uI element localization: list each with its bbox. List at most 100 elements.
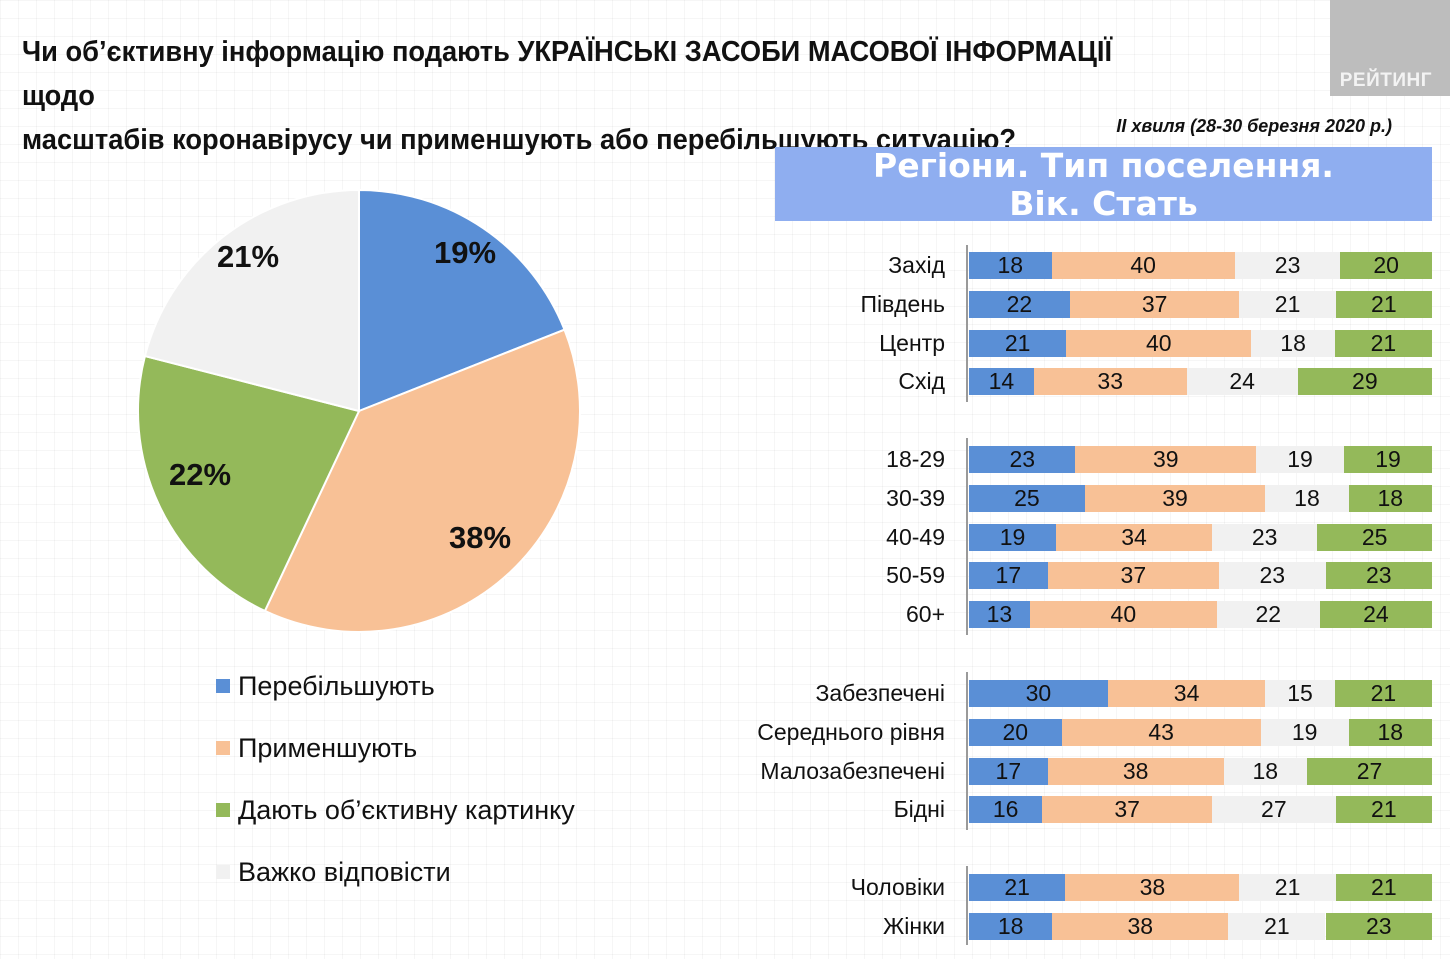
pie-slice [143,188,360,413]
bar-segment: 21 [1239,874,1336,901]
bar-row-label: Південь [860,290,946,317]
bar-segment: 39 [1075,446,1257,473]
bar-segment: 23 [1211,523,1318,551]
bar-segment: 21 [969,874,1066,901]
bar-segment: 19 [1344,446,1432,473]
bar-segment: 18 [1223,757,1307,785]
bar-row-label: Бідні [893,796,945,823]
bar-segment: 21 [1335,796,1432,824]
bar-segment: 27 [1306,757,1432,785]
breakdown-banner: Регіони. Тип поселення. Вік. Стать [775,146,1432,223]
banner-line-1: Регіони. Тип поселення. [873,146,1334,185]
bar-segment: 29 [1297,368,1432,396]
bar-segment: 18 [969,912,1053,940]
bar-segment: 17 [969,562,1048,590]
bar-segment: 37 [1047,562,1219,590]
bar-row-label: 40-49 [886,523,945,550]
bar-row-label: Середнього рівня [757,718,945,745]
bar-segment: 18 [1348,718,1432,746]
bar-segment: 19 [1260,718,1349,746]
legend-swatch [216,741,230,755]
rating-logo: РЕЙТИНГ [1330,0,1450,96]
bar-segment: 33 [1033,368,1187,396]
bar-segment: 17 [969,757,1048,785]
bar-segment: 21 [1335,290,1432,318]
bar-segment: 20 [1340,252,1432,279]
bar-segment: 20 [969,718,1062,746]
bar-segment: 21 [969,329,1067,357]
pie-slice-label: 22% [169,457,231,492]
bar-row-label: Схід [898,368,945,395]
legend-swatch [216,679,230,693]
bar-segment: 13 [969,601,1030,628]
bar-segment: 37 [1069,290,1240,318]
bar-segment: 22 [969,290,1070,318]
bar-segment: 18 [969,252,1052,279]
bar-segment: 23 [1325,912,1432,940]
bar-row-label: 18-29 [886,446,945,472]
bar-segment: 25 [1317,523,1432,551]
legend-label: Применшують [238,733,418,763]
bar-segment: 18 [1251,329,1335,357]
bar-row-label: Центр [879,329,945,356]
bar-row-label: Малозабезпечені [760,757,945,784]
bar-row-label: 60+ [905,601,945,627]
bar-segment: 23 [969,446,1076,473]
pie-slice [137,354,361,613]
bar-row-label: Забезпечені [815,680,946,706]
bar-segment: 21 [1335,874,1432,901]
bar-segment: 21 [1334,680,1432,707]
pie-slice-label: 38% [449,520,511,555]
bar-segment: 18 [1348,484,1432,512]
bar-segment: 16 [969,796,1043,824]
bar-segment: 38 [1047,757,1224,785]
bar-segment: 25 [969,484,1085,512]
bar-segment: 21 [1228,912,1326,940]
bar-segment: 19 [1256,446,1345,473]
legend-swatch [216,865,230,879]
chart-title: Чи об’єктивну інформацію подають УКРАЇНС… [22,30,1188,162]
bar-segment: 21 [1334,329,1432,357]
bar-segment: 21 [1239,290,1336,318]
bar-segment: 34 [1056,523,1212,551]
title-line-1: Чи об’єктивну інформацію подають УКРАЇНС… [22,36,1113,112]
bar-row-label: Захід [888,252,945,278]
bar-axis [966,672,968,830]
bar-segment: 37 [1042,796,1212,824]
pie-chart: 19% 38% 22% 21% [137,188,581,633]
bar-segment: 24 [1186,368,1298,396]
bar-segment: 27 [1211,796,1336,824]
logo-text: РЕЙТИНГ [1339,70,1432,91]
bar-segment: 15 [1265,680,1335,707]
bar-row-label: Жінки [883,912,945,939]
pie-slice-label: 21% [217,239,279,274]
bar-segment: 14 [969,368,1034,396]
bar-segment: 34 [1107,680,1266,707]
pie-slice [358,188,566,413]
bar-segment: 40 [1029,601,1217,628]
bar-row-label: 50-59 [886,562,945,589]
bar-axis [966,438,968,635]
bar-segment: 23 [1234,252,1341,279]
banner-line-2: Вік. Стать [1009,184,1198,223]
bar-segment: 30 [969,680,1108,707]
legend-label: Дають об’єктивну картинку [238,795,575,825]
bar-segment: 18 [1265,484,1349,512]
bar-segment: 43 [1061,718,1261,746]
bar-row-label: Чоловіки [850,874,945,900]
bar-axis [966,245,968,402]
pie-slice [263,328,581,633]
legend-label: Перебільшують [238,671,435,701]
survey-wave-note: ІІ хвиля (28-30 березня 2020 р.) [1116,116,1392,136]
bar-axis [966,866,968,945]
bar-segment: 38 [1065,874,1240,901]
bar-row-label: 30-39 [886,484,945,511]
bar-segment: 40 [1066,329,1252,357]
bar-segment: 40 [1051,252,1235,279]
legend-swatch [216,803,230,817]
bar-segment: 23 [1219,562,1326,590]
bar-segment: 22 [1216,601,1320,628]
bar-segment: 39 [1084,484,1266,512]
pie-slice-label: 19% [434,235,496,270]
bar-segment: 24 [1319,601,1432,628]
